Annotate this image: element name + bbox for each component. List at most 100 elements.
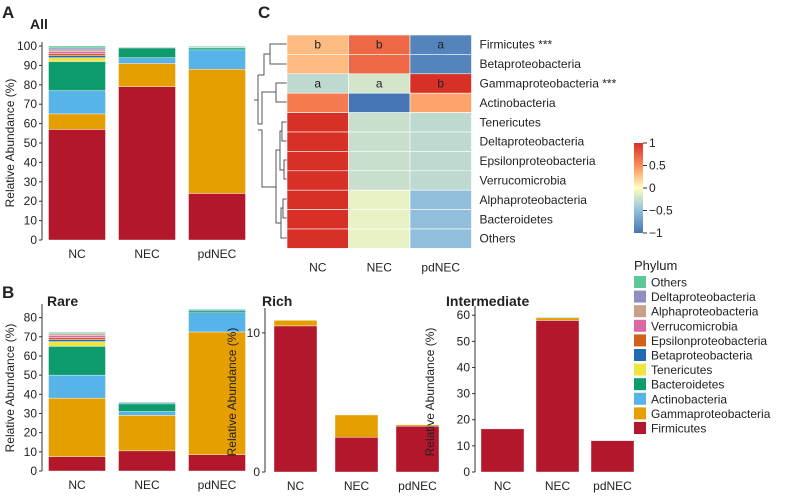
heatmap-cell-Epsilonproteobacteria-pdNEC — [409, 151, 472, 172]
legend-swatch-betaproteobacteria — [634, 349, 646, 361]
x-tick-label: NEC — [134, 247, 160, 261]
bar-NC-Actinobacteria — [48, 90, 106, 115]
x-tick-label: pdNEC — [398, 479, 437, 493]
bar-NEC-Gammaproteobacteria — [334, 414, 379, 438]
bar-NC-Gammaproteobacteria — [48, 113, 106, 130]
y-tick-label: 80 — [24, 311, 38, 325]
heatmap-cell-Deltaproteobacteria-pdNEC — [409, 131, 472, 152]
heatmap-row-label: Verrucomicrobia — [480, 174, 567, 188]
y-tick-label: 0 — [30, 233, 37, 247]
bar-NC-Firmicutes — [48, 456, 106, 472]
bar-NC-Betaproteobacteria — [48, 339, 106, 342]
heatmap-cell-Tenericutes-NEC — [348, 112, 411, 133]
bar-NC-Firmicutes — [480, 428, 525, 473]
x-tick-label: NC — [287, 479, 305, 493]
y-tick-label: 40 — [24, 387, 38, 401]
bar-NEC-Bacteroidetes — [118, 403, 176, 412]
heatmap-cell-Epsilonproteobacteria-NC — [286, 151, 349, 172]
bar-NC-Verrucomicrobia — [48, 51, 106, 54]
bar-pdNEC-Gammaproteobacteria — [188, 331, 246, 455]
legend-label: Actinobacteria — [651, 392, 727, 406]
y-tick-label: 10 — [24, 445, 38, 459]
legend-swatch-epsilonproteobacteria — [634, 334, 646, 347]
phylum-legend: Phylum OthersDeltaproteobacteriaAlphapro… — [634, 258, 771, 436]
x-tick-label: NEC — [134, 478, 160, 492]
x-tick-label: pdNEC — [593, 479, 632, 493]
heatmap-dendrogram — [254, 43, 287, 239]
y-tick-label: 10 — [247, 326, 261, 340]
heatmap-cell-letter: b — [314, 38, 321, 52]
y-tick-label: 70 — [24, 330, 38, 344]
bar-NC-Firmicutes — [273, 325, 318, 473]
bar-NEC-Actinobacteria — [118, 411, 176, 416]
bar-NC-Others — [48, 45, 106, 49]
bar-pdNEC-Gammaproteobacteria — [188, 69, 246, 194]
bar-NC-Firmicutes — [48, 129, 106, 241]
heatmap-cell-Alphaproteobacteria-NC — [286, 189, 349, 210]
heatmap-cell-Bacteroidetes-NEC — [348, 209, 411, 230]
bar-pdNEC-Gammaproteobacteria — [395, 424, 440, 427]
chart-title-all: All — [30, 16, 48, 32]
x-tick-label: NC — [494, 479, 512, 493]
legend-label: Verrucomicrobia — [651, 319, 738, 333]
bar-NC-Gammaproteobacteria — [48, 397, 106, 457]
heatmap-row-label: Others — [480, 232, 516, 246]
legend-label: Others — [651, 276, 687, 290]
y-tick-label: 30 — [457, 387, 471, 401]
colorbar-gradient — [634, 143, 643, 233]
bar-NC-Deltaproteobacteria — [48, 47, 106, 51]
chart-all: All Relative Abundance (%) 0 10 20 30 40 50 60 70… — [3, 16, 246, 261]
y-tick-label: 30 — [24, 406, 38, 420]
heatmap-cell-Others-NEC — [348, 228, 411, 249]
chart-title-intermediate: Intermediate — [446, 293, 529, 309]
heatmap-row-label: Actinobacteria — [480, 96, 556, 110]
x-tick-label: NC — [68, 478, 86, 492]
heatmap-cell-Deltaproteobacteria-NEC — [348, 131, 411, 152]
y-tick-label: 60 — [24, 117, 38, 131]
heatmap-colorbar: 1 0.5 0 −0.5 −1 — [634, 136, 673, 240]
y-tick-label: 20 — [24, 426, 38, 440]
bar-pdNEC-Others — [188, 46, 246, 48]
heatmap-cell-Others-NC — [286, 228, 349, 249]
heatmap-cell-letter: a — [314, 77, 321, 91]
y-tick-label: 20 — [24, 194, 38, 208]
heatmap-cell-Bacteroidetes-NC — [286, 209, 349, 230]
colorbar-tick-label: 1 — [649, 136, 656, 150]
y-tick-label: 90 — [24, 58, 38, 72]
y-axis-label-all: Relative Abundance (%) — [3, 79, 17, 208]
bar-NC-Actinobacteria — [48, 374, 106, 399]
legend-label: Tenericutes — [651, 363, 712, 377]
y-tick-label: 20 — [457, 413, 471, 427]
chart-title-rich: Rich — [262, 293, 292, 309]
heatmap: b b a a a b Firmicutes *** Betaproteobacteria G… — [254, 34, 617, 274]
bar-pdNEC-Firmicutes — [188, 193, 246, 241]
legend-label: Alphaproteobacteria — [651, 305, 759, 319]
y-tick-label: 50 — [24, 368, 38, 382]
heatmap-row-label: Bacteroidetes — [480, 212, 553, 226]
bar-NEC-Firmicutes — [118, 450, 176, 472]
heatmap-col-label: NC — [309, 260, 327, 274]
legend-swatch-alphaproteobacteria — [634, 305, 646, 318]
bar-NC-Bacteroidetes — [48, 61, 106, 91]
y-tick-label: 0 — [253, 465, 260, 479]
heatmap-col-label: NEC — [367, 260, 393, 274]
y-tick-label: 80 — [24, 78, 38, 92]
x-tick-label: pdNEC — [198, 478, 237, 492]
heatmap-cell-Bacteroidetes-pdNEC — [409, 209, 472, 230]
bar-NEC-Gammaproteobacteria — [118, 415, 176, 452]
heatmap-cell-Betaproteobacteria-NC — [286, 54, 349, 75]
bar-pdNEC-Firmicutes — [590, 440, 635, 473]
heatmap-row-label: Tenericutes — [480, 115, 541, 129]
x-tick-label: pdNEC — [198, 247, 237, 261]
heatmap-cell-Betaproteobacteria-pdNEC — [409, 54, 472, 75]
bar-NEC-Gammaproteobacteria — [535, 317, 580, 321]
bar-NC-Bacteroidetes — [48, 346, 106, 376]
y-tick-label: 0 — [30, 464, 37, 478]
heatmap-cell-Betaproteobacteria-NEC — [348, 54, 411, 75]
panel-letter-a: A — [2, 3, 14, 22]
y-tick-label: 10 — [457, 439, 471, 453]
bar-NEC-Bacteroidetes — [118, 47, 176, 58]
legend-label: Betaproteobacteria — [651, 349, 753, 363]
heatmap-row-label: Alphaproteobacteria — [480, 193, 588, 207]
